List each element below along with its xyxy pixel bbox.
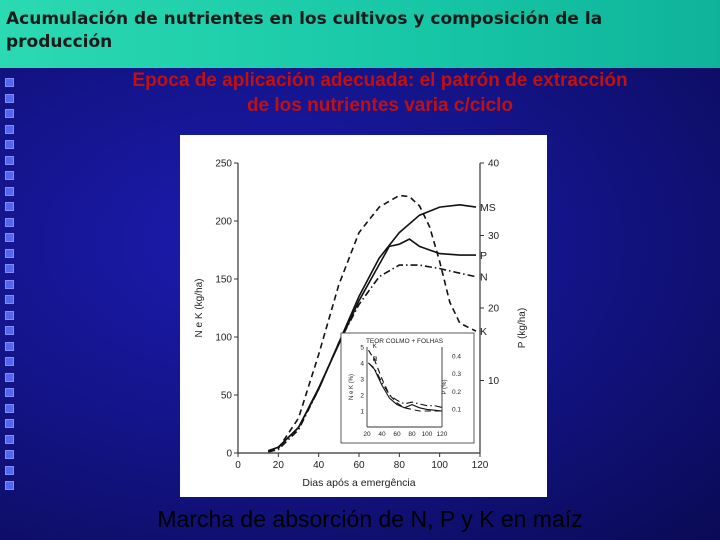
decorative-square <box>5 264 14 273</box>
decorative-square <box>5 279 14 289</box>
inset-y-left-label: N e K (%) <box>349 374 355 400</box>
inset-y-left-tick-label: 2 <box>360 393 364 400</box>
inset-series-label-p: P <box>373 356 377 363</box>
left-decorative-strip <box>0 78 22 498</box>
x-tick-label: 100 <box>431 460 448 471</box>
inset-y-left-tick-label: 4 <box>360 361 364 368</box>
decorative-square <box>5 171 14 180</box>
decorative-square <box>5 78 14 87</box>
y-right-tick-label: 20 <box>488 304 500 315</box>
decorative-square <box>5 450 14 459</box>
decorative-square <box>5 434 14 444</box>
y-right-tick-label: 30 <box>488 231 500 242</box>
inset-y-right-label: P (%) <box>442 380 448 395</box>
x-tick-label: 20 <box>273 460 285 471</box>
decorative-square <box>5 295 14 304</box>
y-right-tick-label: 40 <box>488 159 500 170</box>
inset-y-right-tick-label: 0.1 <box>452 407 461 414</box>
decorative-square <box>5 357 14 366</box>
decorative-square <box>5 310 14 320</box>
inset-x-tick-label: 100 <box>422 431 433 438</box>
inset-series-line-k <box>368 349 442 412</box>
x-axis-label: Dias após a emergência <box>302 477 415 489</box>
inset-x-tick-label: 80 <box>408 431 416 438</box>
x-tick-label: 40 <box>313 460 325 471</box>
decorative-square <box>5 465 14 475</box>
y-left-tick-label: 150 <box>215 275 232 286</box>
y-right-axis-label: P (kg/ha) <box>517 308 528 348</box>
inset-series-label-n: N <box>373 356 378 363</box>
decorative-square <box>5 140 14 149</box>
title-bar: Acumulación de nutrientes en los cultivo… <box>0 0 720 68</box>
inset-series-line-p <box>368 362 443 408</box>
decorative-square <box>5 341 14 351</box>
nutrient-uptake-chart: 0 20 40 60 80 100 12005010015020025010203040Di… <box>194 159 528 490</box>
x-tick-label: 0 <box>235 460 241 471</box>
decorative-square <box>5 233 14 242</box>
decorative-square <box>5 403 14 413</box>
inset-title: TEOR COLMO + FOLHAS <box>366 338 444 345</box>
series-label-k: K <box>480 326 487 338</box>
figure-caption: Marcha de absorción de N, P y K en maíz <box>157 506 583 532</box>
inset-y-right-tick-label: 0.3 <box>452 371 461 378</box>
decorative-square <box>5 155 14 165</box>
subtitle-line-2: de los nutrientes varia c/ciclo <box>246 95 514 116</box>
series-line-n <box>268 264 477 453</box>
decorative-square <box>5 202 14 211</box>
y-right-tick-label: 10 <box>488 376 500 387</box>
slide-subtitle: Epoca de aplicación adecuada: el patrón … <box>50 68 710 118</box>
y-left-tick-label: 200 <box>215 217 232 228</box>
y-left-tick-label: 50 <box>221 391 233 402</box>
decorative-square <box>5 388 14 397</box>
decorative-square <box>5 419 14 428</box>
decorative-square <box>5 372 14 382</box>
series-label-n: N <box>480 272 488 284</box>
decorative-square <box>5 109 14 118</box>
x-tick-label: 80 <box>394 460 406 471</box>
series-label-p: P <box>480 250 487 262</box>
inset-y-left-tick-label: 1 <box>360 409 364 416</box>
slide-title: Acumulación de nutrientes en los cultivo… <box>6 9 603 52</box>
decorative-square <box>5 326 14 335</box>
subtitle-line-1: Epoca de aplicación adecuada: el patrón … <box>132 70 628 91</box>
decorative-square <box>5 217 14 227</box>
inset-series-line-n <box>368 362 443 412</box>
figure-image: 0 20 40 60 80 100 120 0 50 100 150 200 250 10 20 30 40 Di… <box>180 135 547 497</box>
decorative-square <box>5 186 14 196</box>
x-tick-label: 60 <box>353 460 365 471</box>
y-left-axis-label: N e K (kg/ha) <box>194 279 205 338</box>
inset-x-tick-label: 40 <box>378 431 386 438</box>
inset-y-left-tick-label: 5 <box>360 345 364 352</box>
inset-y-right-tick-label: 0.2 <box>452 389 461 396</box>
y-left-tick-label: 250 <box>215 159 232 170</box>
decorative-square <box>5 248 14 258</box>
inset-y-right-tick-label: 0.4 <box>452 353 461 360</box>
inset-series-label-k: K <box>373 343 378 350</box>
inset-x-tick-label: 120 <box>437 431 448 438</box>
x-tick-label: 120 <box>472 460 489 471</box>
series-label-ms: MS <box>480 202 496 214</box>
inset-y-left-tick-label: 3 <box>360 377 364 384</box>
inset-frame <box>340 332 475 444</box>
inset-x-tick-label: 60 <box>393 431 401 438</box>
y-left-tick-label: 100 <box>215 333 232 344</box>
decorative-square <box>5 124 14 134</box>
decorative-square <box>5 481 14 490</box>
inset-x-tick-label: 20 <box>363 431 371 438</box>
y-left-tick-label: 0 <box>226 449 232 460</box>
decorative-square <box>5 93 14 103</box>
